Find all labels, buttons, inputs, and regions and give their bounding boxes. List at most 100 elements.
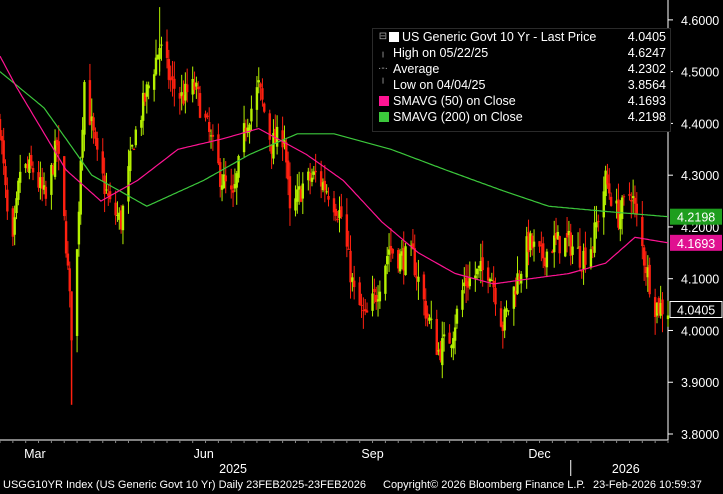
candle-body	[66, 253, 70, 266]
candle-body	[463, 282, 466, 287]
candle-body	[178, 93, 182, 99]
sma200-line	[0, 71, 669, 218]
footer-copyright: Copyright© 2026 Bloomberg Finance L.P.	[383, 479, 586, 491]
candle-body	[154, 57, 158, 75]
candle-body	[118, 212, 121, 220]
candle-body	[556, 231, 560, 240]
candle-body	[608, 183, 611, 194]
candle-body	[321, 182, 325, 191]
candle-body	[437, 350, 440, 352]
candle-body	[479, 260, 483, 272]
candle-body	[70, 291, 73, 341]
candle-body	[116, 214, 119, 216]
price-tag-box	[670, 234, 722, 251]
candle-body	[415, 276, 418, 279]
candle-body	[360, 304, 363, 306]
candle-body	[259, 83, 262, 88]
candle-body	[222, 174, 226, 189]
candle-body	[428, 317, 431, 321]
candle-body	[365, 310, 369, 313]
candle-body	[297, 186, 301, 190]
candle-body	[529, 233, 532, 251]
candle-body	[281, 130, 284, 148]
candle-body	[518, 276, 521, 279]
legend-label: Average	[393, 62, 440, 76]
candle-body	[363, 309, 367, 312]
legend-value: 4.2302	[627, 62, 666, 76]
candle-body	[519, 273, 523, 284]
candle-body	[301, 183, 305, 199]
candle-body	[477, 266, 481, 268]
legend-last-price: ⊟ US Generic Govt 10 Yr - Last Price 4.0…	[373, 29, 670, 45]
last-price-swatch	[389, 32, 399, 42]
candle-body	[2, 140, 5, 164]
legend-value: 4.0405	[627, 30, 666, 44]
candle-body	[242, 123, 246, 153]
candle-body	[55, 139, 59, 146]
candle-body	[439, 348, 442, 361]
candle-body	[338, 210, 341, 219]
legend-low: ╵ Low on 04/04/25 3.8564	[373, 77, 670, 93]
candle-body	[75, 249, 79, 336]
price-tag-box	[669, 301, 723, 319]
candle-body	[633, 197, 637, 204]
candle-body	[466, 281, 470, 288]
candle-body	[505, 308, 508, 312]
legend-label: SMAVG (200) on Close	[393, 110, 523, 124]
candle-body	[308, 172, 312, 181]
candle-body	[143, 93, 147, 102]
candle-body	[417, 276, 420, 282]
candle-body	[42, 185, 46, 190]
footer-ticker: USGG10YR Index (US Generic Govt 10 Yr) D…	[3, 479, 366, 491]
candle-body	[488, 278, 492, 282]
candle-body	[666, 315, 670, 320]
candle-body	[641, 217, 644, 247]
candle-body	[375, 294, 378, 303]
candle-body	[435, 318, 438, 355]
candle-body	[140, 120, 143, 128]
candle-body	[376, 299, 380, 302]
candle-body	[134, 129, 138, 146]
candle-body	[378, 291, 382, 302]
candle-body	[554, 232, 558, 239]
candle-body	[312, 171, 316, 175]
candle-body	[24, 164, 27, 168]
candle-body	[286, 160, 290, 180]
candle-body	[620, 197, 624, 219]
candle-body	[461, 290, 464, 310]
candle-body	[103, 175, 106, 195]
legend-label: SMAVG (50) on Close	[393, 94, 516, 108]
candle-body	[206, 115, 209, 118]
candle-body	[455, 308, 459, 324]
candle-body	[17, 180, 20, 200]
candle-body	[516, 273, 519, 294]
candle-body	[582, 250, 585, 270]
candle-body	[371, 293, 374, 311]
candle-body	[81, 129, 84, 158]
candle-body	[285, 142, 288, 163]
candle-body	[591, 247, 594, 249]
candle-body	[0, 119, 2, 137]
candle-body	[441, 338, 444, 366]
candle-body	[569, 232, 572, 256]
y-tick-label: 4.3000	[681, 169, 719, 183]
candle-body	[63, 156, 66, 217]
candle-body	[404, 246, 407, 275]
candle-body	[453, 327, 457, 341]
candle-body	[185, 84, 189, 93]
x-tick-label: Sep	[361, 447, 383, 461]
legend-high: ╷ High on 05/22/25 4.6247	[373, 45, 670, 61]
candle-body	[39, 177, 42, 189]
candle-body	[53, 140, 57, 177]
candle-body	[127, 166, 130, 202]
candle-body	[101, 151, 104, 174]
collapse-icon[interactable]: ⊟	[378, 31, 388, 42]
candle-body	[589, 249, 593, 268]
x-year-label: 2025	[219, 462, 247, 476]
candle-body	[167, 58, 171, 80]
candle-body	[558, 236, 561, 254]
candle-body	[538, 241, 541, 247]
candle-body	[606, 174, 609, 185]
candle-body	[288, 176, 292, 209]
candle-body	[481, 257, 484, 271]
